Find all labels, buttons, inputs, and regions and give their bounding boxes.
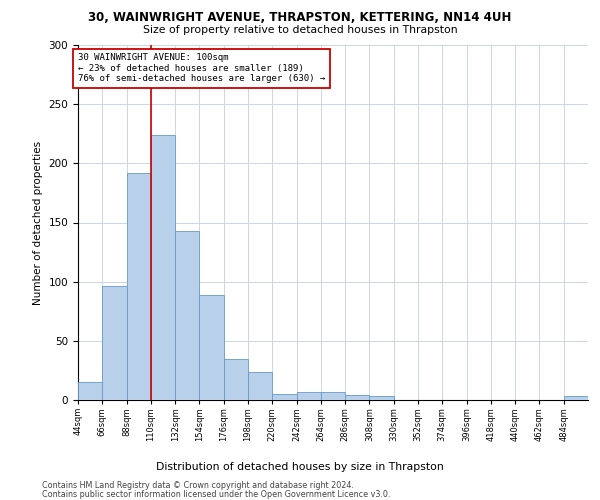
Bar: [564, 396, 588, 400]
Y-axis label: Number of detached properties: Number of detached properties: [33, 140, 43, 304]
Bar: [345, 396, 370, 400]
Bar: [296, 392, 321, 400]
Bar: [175, 231, 199, 400]
Bar: [151, 135, 175, 400]
Text: Contains HM Land Registry data © Crown copyright and database right 2024.: Contains HM Land Registry data © Crown c…: [42, 481, 354, 490]
Bar: [321, 392, 345, 400]
Bar: [78, 382, 102, 400]
Text: 30 WAINWRIGHT AVENUE: 100sqm
← 23% of detached houses are smaller (189)
76% of s: 30 WAINWRIGHT AVENUE: 100sqm ← 23% of de…: [78, 54, 325, 83]
Bar: [102, 286, 127, 400]
Bar: [248, 372, 272, 400]
Text: Distribution of detached houses by size in Thrapston: Distribution of detached houses by size …: [156, 462, 444, 472]
Text: Contains public sector information licensed under the Open Government Licence v3: Contains public sector information licen…: [42, 490, 391, 499]
Bar: [224, 358, 248, 400]
Bar: [127, 173, 151, 400]
Text: Size of property relative to detached houses in Thrapston: Size of property relative to detached ho…: [143, 25, 457, 35]
Text: 30, WAINWRIGHT AVENUE, THRAPSTON, KETTERING, NN14 4UH: 30, WAINWRIGHT AVENUE, THRAPSTON, KETTER…: [88, 11, 512, 24]
Bar: [272, 394, 296, 400]
Bar: [370, 396, 394, 400]
Bar: [199, 294, 224, 400]
